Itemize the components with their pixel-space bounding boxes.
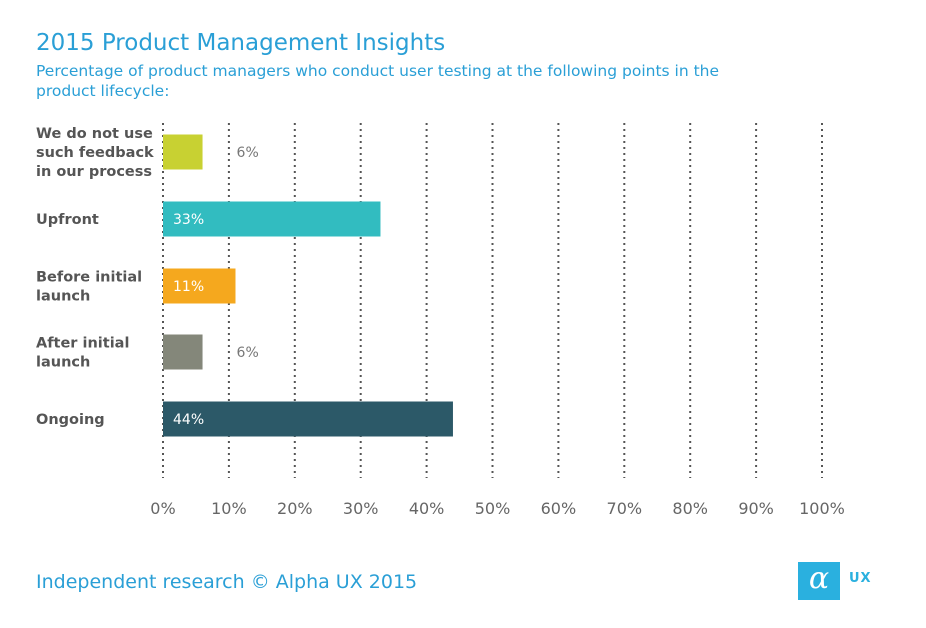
bar bbox=[163, 334, 203, 370]
bar-chart: 0% 10% 20% 30% 40% 50% 60% 70% 80% 90% 100% We do n… bbox=[36, 123, 845, 518]
category-label: We do not use bbox=[36, 126, 153, 142]
bar bbox=[163, 268, 236, 304]
x-tick-label: 70% bbox=[607, 499, 643, 518]
x-tick-label: 80% bbox=[672, 499, 708, 518]
x-tick-label: 90% bbox=[738, 499, 774, 518]
x-tick-label: 50% bbox=[475, 499, 511, 518]
value-label: 6% bbox=[237, 345, 259, 361]
x-tick-label: 30% bbox=[343, 499, 379, 518]
category-label: After initial bbox=[36, 336, 129, 352]
bar bbox=[163, 401, 453, 437]
value-label: 11% bbox=[173, 279, 204, 295]
category-label: in our process bbox=[36, 164, 152, 180]
x-tick-label: 10% bbox=[211, 499, 247, 518]
category-label: such feedback bbox=[36, 145, 154, 161]
alpha-ux-logo: α bbox=[798, 562, 840, 600]
category-label: Ongoing bbox=[36, 412, 105, 428]
category-label: launch bbox=[36, 355, 90, 371]
category-label: Before initial bbox=[36, 270, 142, 286]
x-tick-label: 100% bbox=[799, 499, 845, 518]
bar bbox=[163, 134, 203, 170]
x-tick-label: 20% bbox=[277, 499, 313, 518]
category-label: launch bbox=[36, 289, 90, 305]
value-label: 44% bbox=[173, 412, 204, 428]
chart-title: 2015 Product Management Insights bbox=[36, 30, 446, 56]
footer-credit: Independent research © Alpha UX 2015 bbox=[36, 571, 418, 593]
x-tick-label: 0% bbox=[150, 499, 175, 518]
category-label: Upfront bbox=[36, 212, 99, 228]
value-label: 6% bbox=[237, 145, 259, 161]
chart-subtitle: Percentage of product managers who condu… bbox=[36, 62, 720, 100]
logo-text: UX bbox=[849, 571, 872, 586]
x-tick-label: 40% bbox=[409, 499, 445, 518]
bar bbox=[163, 201, 381, 237]
value-label: 33% bbox=[173, 212, 204, 228]
x-tick-label: 60% bbox=[541, 499, 577, 518]
